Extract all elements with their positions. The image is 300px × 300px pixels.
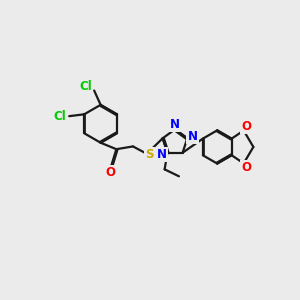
Text: N: N	[157, 148, 167, 161]
Text: Cl: Cl	[53, 110, 66, 123]
Text: S: S	[145, 148, 153, 161]
Text: O: O	[242, 161, 251, 174]
Text: O: O	[242, 120, 251, 133]
Text: Cl: Cl	[79, 80, 92, 93]
Text: N: N	[188, 130, 197, 143]
Text: N: N	[169, 118, 179, 131]
Text: O: O	[105, 166, 115, 179]
